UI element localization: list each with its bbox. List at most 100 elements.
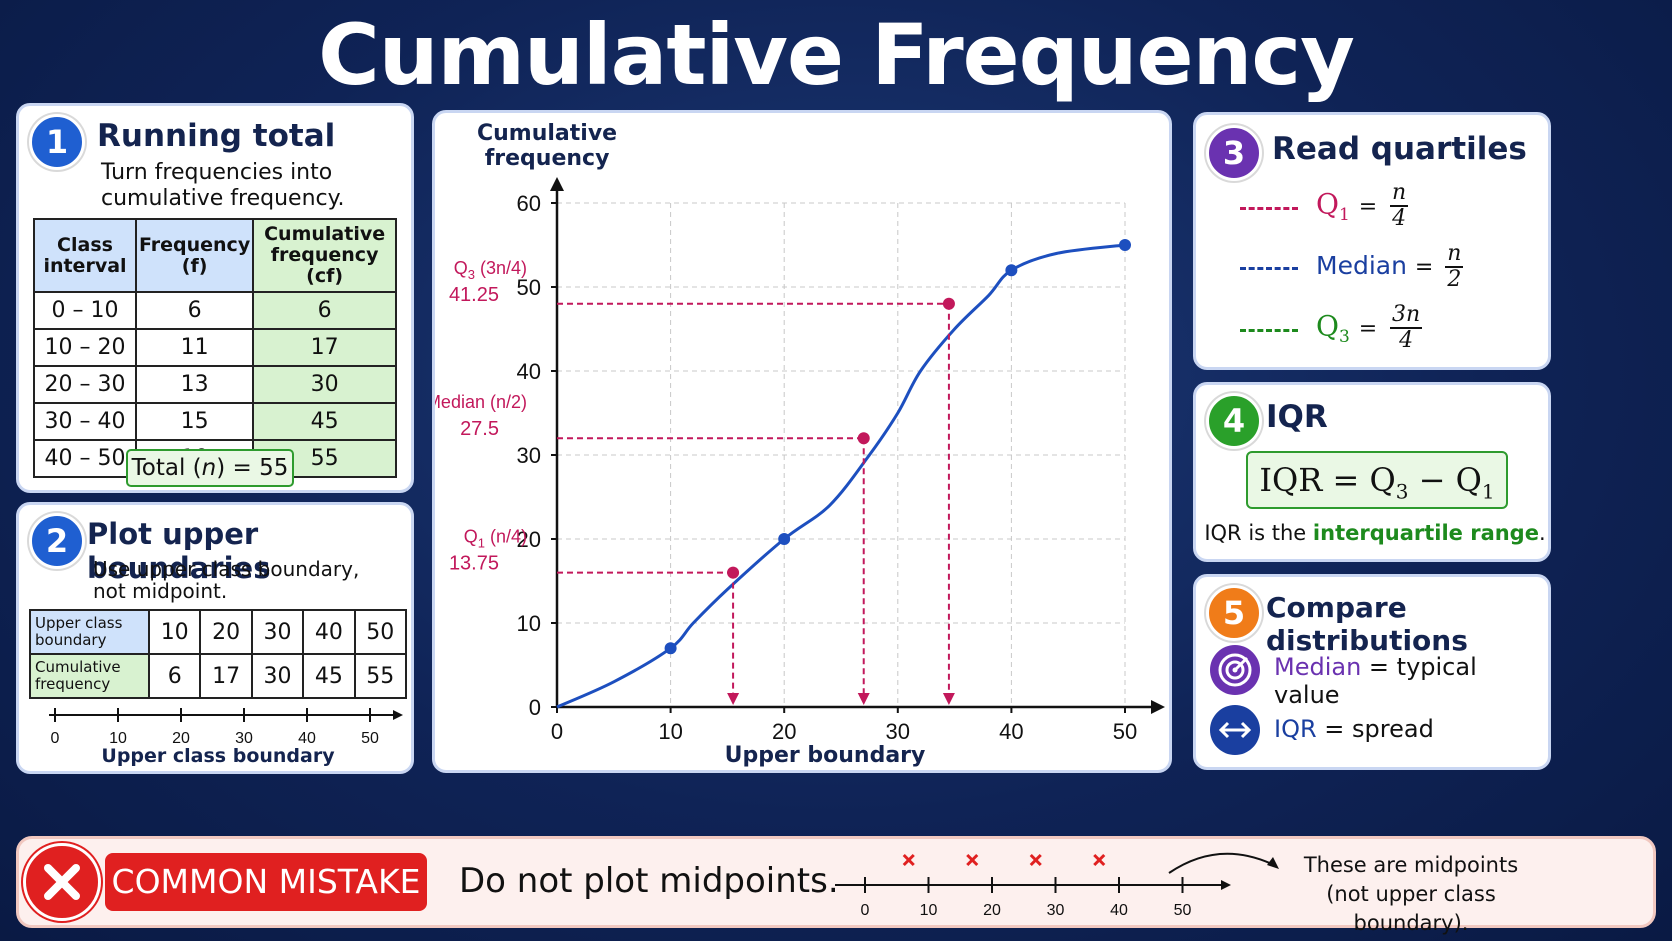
iqr-heading: IQR	[1266, 399, 1328, 435]
cumulative-frequency-chart: 0 10 20 30 40 50 60 0 10 20 30 40 50 Q1 (n/4)13.75 Med…	[435, 177, 1165, 744]
x-tick-label: 50	[1113, 719, 1137, 744]
compare-panel: 5 Compare distributions Median = typical…	[1193, 574, 1551, 770]
median-arrowhead	[857, 693, 870, 705]
q1-arrowhead	[727, 693, 740, 705]
row-label-cf: Cumulative frequency	[29, 653, 150, 699]
boundary-cell: 20	[199, 609, 253, 655]
data-point	[778, 533, 791, 545]
q3-value: 41.25	[449, 284, 499, 306]
mistake-tick-label: 10	[920, 902, 938, 919]
step-4-badge: 4	[1206, 393, 1262, 449]
table-row: 0 – 10 6 6	[33, 291, 397, 330]
x-tick-label: 20	[772, 719, 796, 744]
mistake-tick-label: 50	[1174, 902, 1192, 919]
number-line-tick-label: 0	[51, 730, 60, 747]
page-title: Cumulative Frequency	[318, 6, 1355, 104]
common-mistake-badge: COMMON MISTAKE	[105, 853, 427, 911]
error-x-icon	[23, 843, 101, 921]
y-axis-arrow	[550, 177, 564, 191]
x-tick-label: 10	[658, 719, 682, 744]
chart-panel: Cumulative frequency 0 10 20 30 40 50 60 0 10 20 30…	[432, 110, 1172, 773]
data-point	[1005, 264, 1018, 277]
boundary-cell: 30	[250, 609, 305, 655]
median-label: Median (n/2)	[435, 392, 527, 412]
boundary-axis-label: Upper class boundary	[101, 745, 335, 767]
cf-cell: 45	[302, 653, 356, 699]
number-line-tick-label: 30	[235, 730, 253, 747]
table-row: 30 – 40 15 45	[33, 402, 397, 441]
read-quartiles-heading: Read quartiles	[1272, 131, 1527, 167]
common-mistake-bar: COMMON MISTAKE Do not plot midpoints. 0 1…	[16, 836, 1656, 935]
midpoint-cross-icon	[1029, 853, 1042, 867]
plot-boundaries-desc-2: not midpoint.	[93, 579, 228, 603]
iqr-formula: IQR = Q3 − Q1	[1246, 451, 1508, 509]
x-tick-label: 0	[551, 719, 563, 744]
midpoint-number-line: 0 10 20 30 40 50	[835, 852, 1279, 919]
y-tick-label: 0	[529, 695, 541, 720]
x-tick-label: 30	[886, 719, 910, 744]
mistake-tick-label: 0	[861, 902, 870, 919]
q3-point	[942, 297, 955, 310]
step-2-badge: 2	[29, 513, 85, 569]
midpoint-cross-icon	[902, 853, 915, 867]
step-3-badge: 3	[1206, 125, 1262, 181]
median-value: 27.5	[460, 418, 499, 440]
plot-boundaries-panel: 2 Plot upper boundaries Use upper class …	[16, 502, 414, 774]
col-header-frequency: Frequency (f)	[134, 218, 255, 293]
x-axis-arrow	[1151, 700, 1165, 714]
x-axis-title: Upper boundary	[724, 743, 926, 768]
q3-formula: Q3 = 3n 4	[1316, 302, 1423, 353]
cf-cell: 55	[353, 653, 408, 699]
q1-label: Q1 (n/4)	[464, 527, 527, 551]
number-line-tick-label: 40	[298, 730, 316, 747]
y-tick-label: 30	[517, 443, 541, 468]
target-icon	[1210, 645, 1260, 695]
table-row: 10 – 20 11 17	[33, 328, 397, 367]
compare-median: Median = typical value	[1274, 653, 1477, 709]
mistake-tick-label: 20	[983, 902, 1001, 919]
boundary-cell: 10	[147, 609, 202, 655]
plot-boundaries-heading: Plot upper boundaries	[87, 517, 271, 585]
y-tick-label: 60	[517, 191, 541, 216]
total-badge: Total (n) = 55	[126, 449, 294, 487]
running-total-desc-2: cumulative frequency.	[101, 186, 345, 211]
mistake-tick-label: 40	[1110, 902, 1128, 919]
iqr-panel: 4 IQR IQR = Q3 − Q1 IQR is the interquar…	[1193, 382, 1551, 562]
boundary-table: Upper class boundary 10 20 30 40 50 Cumul…	[29, 609, 408, 699]
median-dash-key	[1240, 267, 1298, 270]
boundary-cell: 50	[353, 609, 408, 655]
iqr-note: IQR is the interquartile range.	[1204, 521, 1546, 545]
running-total-desc-1: Turn frequencies into	[101, 160, 333, 185]
step-1-badge: 1	[29, 114, 85, 170]
y-tick-label: 50	[517, 275, 541, 300]
y-tick-label: 20	[517, 527, 541, 552]
boundary-number-line: 0 10 20 30 40 50	[49, 708, 403, 747]
running-total-panel: 1 Running total Turn frequencies into cu…	[16, 103, 414, 493]
running-total-heading: Running total	[97, 118, 336, 154]
q1-dash-key	[1240, 207, 1298, 210]
q3-dash-key	[1240, 329, 1298, 332]
midpoint-note: These are midpoints (not upper class boun…	[1303, 853, 1519, 935]
frequency-table: Class interval Frequency (f) Cumulative fre…	[33, 218, 397, 478]
cf-cell: 6	[147, 653, 202, 699]
number-line-tick-label: 10	[109, 730, 127, 747]
cf-cell: 17	[199, 653, 253, 699]
midpoint-arrow	[1168, 852, 1275, 874]
data-point	[664, 642, 677, 655]
data-point	[1119, 239, 1131, 251]
midpoint-cross-icon	[1093, 853, 1106, 867]
spread-arrows-icon	[1210, 705, 1260, 755]
number-line-tick-label: 50	[361, 730, 379, 747]
col-header-cf: Cumulative frequency (cf)	[252, 218, 397, 293]
y-tick-label: 40	[517, 359, 541, 384]
table-row: 20 – 30 13 30	[33, 365, 397, 404]
mistake-tick-label: 30	[1047, 902, 1065, 919]
q1-value: 13.75	[449, 553, 499, 575]
mistake-text: Do not plot midpoints.	[459, 861, 839, 901]
cf-cell: 30	[250, 653, 305, 699]
boundary-cell: 40	[302, 609, 356, 655]
q3-arrowhead	[942, 693, 955, 705]
